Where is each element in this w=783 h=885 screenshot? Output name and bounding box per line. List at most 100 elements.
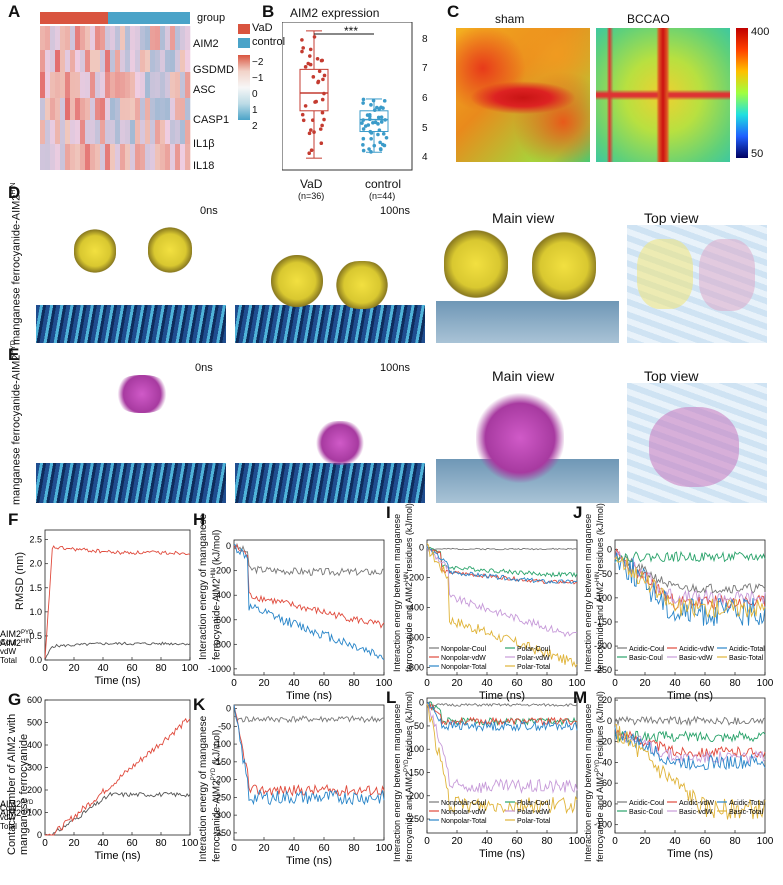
heatmap-cell	[45, 50, 51, 72]
heatmap-cell	[115, 50, 121, 72]
heatmap-cell	[130, 144, 136, 170]
ytick-label: -150	[594, 617, 612, 627]
box-point	[377, 107, 382, 111]
xtick-label: 20	[639, 678, 651, 689]
box-point	[367, 147, 371, 151]
e-sim-0ns	[36, 375, 226, 503]
heatmap-cell	[65, 120, 71, 144]
box-point	[315, 57, 320, 61]
box-ytick: 6	[422, 92, 428, 104]
heatmap-cell	[45, 144, 51, 170]
box-point	[378, 140, 382, 145]
legend-label: Polar-Total	[517, 818, 551, 825]
legend-label: Nonpolar-Coul	[441, 646, 487, 653]
box-point	[369, 136, 373, 141]
heatmap-cell	[85, 50, 91, 72]
heatmap-cell	[135, 72, 141, 98]
heatmap-cell	[180, 98, 186, 120]
heatmap-cells	[40, 26, 191, 170]
ytick-label: -100	[594, 593, 612, 603]
heatmap-cell	[120, 144, 126, 170]
xtick-label: 40	[97, 663, 109, 674]
heatmap-cell	[130, 98, 136, 120]
box-point	[383, 118, 387, 122]
box-point	[367, 114, 372, 119]
heatmap-cell	[90, 144, 96, 170]
ytick-label: -100	[594, 820, 612, 830]
ytick-label: 2.5	[29, 535, 42, 545]
protein-hin	[444, 229, 508, 299]
panel-label-a: A	[8, 2, 21, 21]
e-top-view-title: Top view	[644, 368, 699, 384]
box-ytick: 7	[422, 63, 428, 75]
heatmap-cell	[115, 120, 121, 144]
heatmap-cell	[120, 98, 126, 120]
box-point	[300, 112, 305, 117]
f-ylabel: RMSD (nm)	[14, 551, 26, 610]
colorbar-ticks: −2 −1 0 1 2	[252, 55, 263, 135]
heatmap-cell	[170, 26, 176, 50]
heatmap-cell	[155, 50, 161, 72]
xtick-label: 80	[155, 663, 167, 674]
legend-swatch-control	[238, 38, 250, 48]
panel-label-i: I	[386, 503, 391, 522]
xtick-label: 20	[451, 678, 463, 689]
heatmap-cell	[70, 50, 76, 72]
box-point	[303, 65, 308, 69]
gene-label: IL18	[193, 160, 215, 172]
xtick-label: 60	[318, 843, 330, 854]
xtick-label: 0	[42, 838, 48, 849]
heatmap-cell	[60, 144, 66, 170]
panel-label-k: K	[193, 695, 206, 714]
heatmap-cell	[175, 120, 181, 144]
ytick-label: 200	[27, 785, 42, 795]
gene-label: CASP1	[193, 114, 230, 126]
heatmap-cell	[145, 98, 151, 120]
heatmap-cell	[120, 120, 126, 144]
box-point	[377, 128, 382, 132]
box-point	[308, 54, 312, 58]
legend-label: Acidic-Total	[729, 646, 765, 653]
d-sim-100ns	[235, 215, 425, 343]
box-point	[361, 143, 365, 147]
box-point	[308, 47, 313, 52]
cbar-tick: 2	[252, 121, 258, 132]
heatmap-cell	[60, 98, 66, 120]
heatmap-cell	[115, 98, 121, 120]
i-ylabel: Interaction energy between manganese fer…	[392, 503, 414, 672]
xlabel: Time (ns)	[667, 690, 713, 702]
heatmap-cell	[70, 144, 76, 170]
heatmap-cell	[95, 50, 101, 72]
ytick-label: -1000	[208, 664, 231, 674]
heatmap-cell	[165, 120, 171, 144]
box-point	[312, 130, 316, 134]
heatmap-cell	[50, 72, 56, 98]
panelJ-series-line	[614, 552, 766, 626]
group-bar-control	[108, 12, 190, 24]
m-ylabel: Interaction energy between manganese fer…	[583, 691, 605, 862]
xtick-label: 60	[318, 678, 330, 689]
xlabel: Time (ns)	[94, 675, 140, 687]
xlabel: Time (ns)	[94, 850, 140, 862]
heatmap-cell	[135, 26, 141, 50]
box-point	[361, 97, 366, 102]
heatmap-cell	[50, 50, 56, 72]
panel-label-f: F	[8, 510, 19, 529]
xtick-label: 100	[376, 678, 393, 689]
box-point	[371, 98, 376, 103]
heatmap-cell	[75, 50, 81, 72]
heatmap-cell	[65, 98, 71, 120]
heatmap-cell	[45, 98, 51, 120]
box-point	[307, 131, 312, 136]
l-ylabel: Interaction energy between manganese fer…	[392, 691, 414, 862]
panelI-series-line	[426, 546, 578, 578]
heatmap-cell	[180, 50, 186, 72]
box-point	[361, 148, 366, 153]
xtick-label: 100	[376, 843, 393, 854]
xtick-label: 40	[481, 678, 493, 689]
legend-control: control	[252, 36, 286, 48]
xtick-label: 100	[569, 836, 586, 847]
j-ylabel: Interaction energy between manganese fer…	[583, 503, 605, 672]
box-point	[312, 35, 317, 39]
heatmap-cell	[185, 98, 191, 120]
